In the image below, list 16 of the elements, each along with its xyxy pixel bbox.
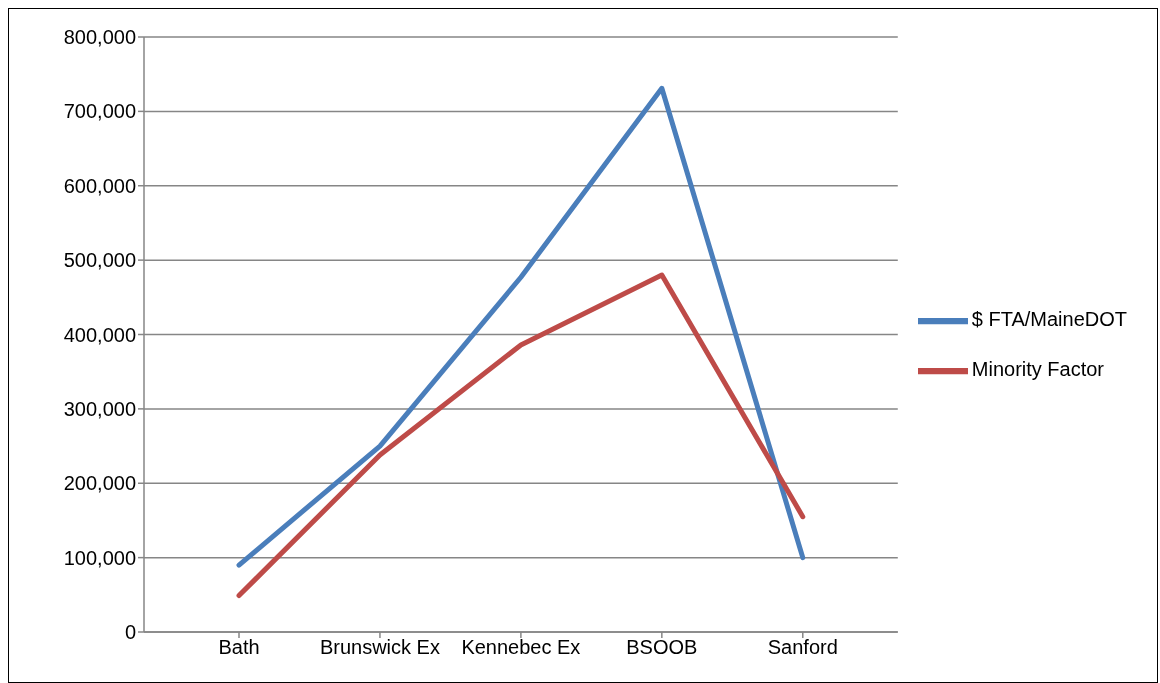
x-tick-label: Brunswick Ex (319, 636, 440, 659)
x-tick-label: Kennebec Ex (461, 636, 581, 659)
x-tick-label: Bath (218, 636, 260, 659)
y-tick-label: 100,000 (63, 546, 136, 569)
y-tick-label: 300,000 (63, 397, 136, 420)
y-tick-label: 200,000 (63, 472, 136, 495)
x-tick-label: Sanford (767, 636, 838, 659)
legend-label: $ FTA/MaineDOT (971, 307, 1127, 330)
y-tick-label: 800,000 (63, 26, 136, 49)
y-tick-label: 600,000 (63, 174, 136, 197)
x-tick-label: BSOOB (626, 636, 698, 659)
legend-label: Minority Factor (971, 357, 1105, 380)
y-tick-label: 700,000 (63, 100, 136, 123)
y-tick-label: 500,000 (63, 249, 136, 272)
y-tick-label: 400,000 (63, 323, 136, 346)
y-tick-label: 0 (124, 621, 136, 644)
